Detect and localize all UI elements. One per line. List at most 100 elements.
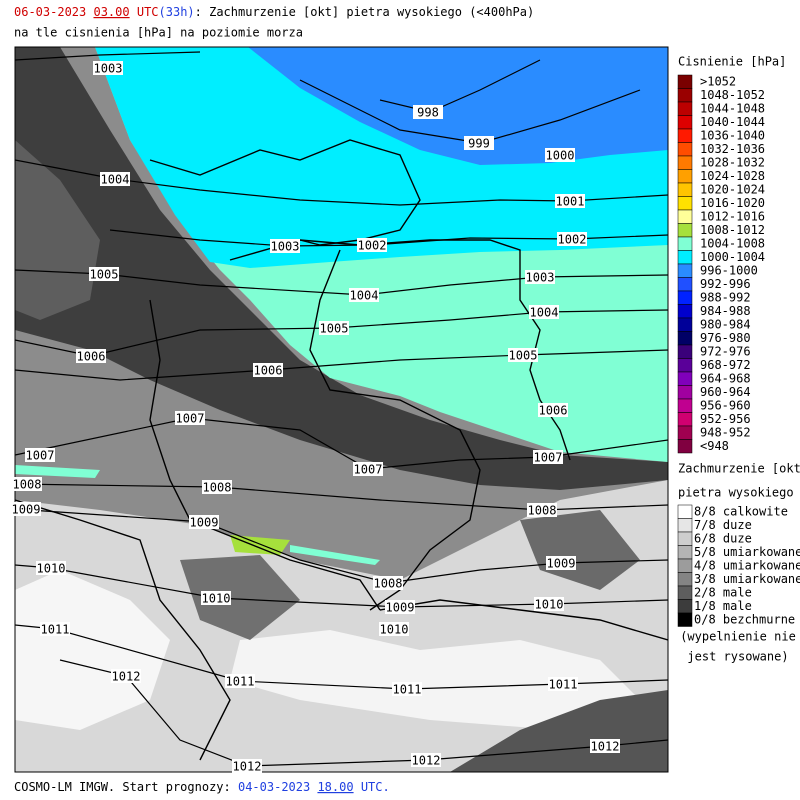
pressure-fill xyxy=(248,47,668,165)
legend-swatch xyxy=(677,518,693,533)
isobar-label: 1008 xyxy=(374,577,403,591)
isobar-label-box xyxy=(232,759,262,773)
pressure-legend: Cisnienie [hPa] >10521048-10521044-10481… xyxy=(677,55,786,454)
isobar-label: 1010 xyxy=(202,592,231,606)
legend-label: 956-960 xyxy=(700,399,751,413)
legend-swatch xyxy=(677,128,693,143)
legend-label: 988-992 xyxy=(700,291,751,305)
isobar-label-box xyxy=(93,61,123,75)
isobar-label: 1012 xyxy=(591,740,620,754)
isobar-label-box xyxy=(508,348,538,362)
isobar-label: 1012 xyxy=(112,670,141,684)
legend-label: 1008-1012 xyxy=(700,223,765,237)
legend-swatch xyxy=(677,531,693,546)
legend-label: 1044-1048 xyxy=(700,102,765,116)
legend-label: 7/8 duze xyxy=(694,518,752,532)
legend-title: Cisnienie [hPa] xyxy=(678,55,786,69)
isobar-label-box xyxy=(529,305,559,319)
legend-swatch xyxy=(677,439,693,454)
isobar-label-box xyxy=(527,503,557,517)
pressure-fill xyxy=(290,545,380,565)
legend-label: 964-968 xyxy=(700,372,751,386)
legend-swatch xyxy=(677,182,693,197)
legend-swatch xyxy=(677,304,693,319)
isobar-label-box xyxy=(353,462,383,476)
isobar-label: 1005 xyxy=(90,268,119,282)
legend-label: 3/8 umiarkowane xyxy=(694,572,800,586)
legend-label: 0/8 bezchmurne xyxy=(694,613,795,627)
isobar-label-box xyxy=(111,669,141,683)
border xyxy=(149,139,421,246)
isobar-label: 999 xyxy=(468,137,490,151)
isobar-label: 1007 xyxy=(176,412,205,426)
isobar-label-box xyxy=(201,591,231,605)
isobar-label: 1009 xyxy=(12,503,41,517)
legend-swatch xyxy=(677,88,693,103)
isobar-label-box xyxy=(373,576,403,590)
legend-label: 972-976 xyxy=(700,345,751,359)
legend-swatch xyxy=(677,585,693,600)
legend-swatch xyxy=(677,277,693,292)
legend-swatch xyxy=(677,196,693,211)
isobar-label-box xyxy=(545,148,575,162)
legend-subtitle: pietra wysokiego xyxy=(678,486,794,500)
cloud-fill xyxy=(15,570,170,730)
legend-label: <948 xyxy=(700,439,729,453)
isobar-label: 1010 xyxy=(37,562,66,576)
isobar-label: 1002 xyxy=(358,239,387,253)
isobar-label: 1004 xyxy=(350,289,379,303)
isobar-label: 1005 xyxy=(320,322,349,336)
isobar-label: 1007 xyxy=(534,451,563,465)
isobar-label-box xyxy=(590,739,620,753)
legend-swatch xyxy=(677,169,693,184)
isobar-label: 1009 xyxy=(386,601,415,615)
legend-swatch xyxy=(677,572,693,587)
isobar-label-box xyxy=(175,411,205,425)
isobar-label: 1006 xyxy=(77,350,106,364)
date: 06-03-2023 xyxy=(14,5,86,19)
isobar-label: 1000 xyxy=(546,149,575,163)
legend-label: 976-980 xyxy=(700,331,751,345)
legend-label: 948-952 xyxy=(700,426,751,440)
legend-swatch xyxy=(677,558,693,573)
isobar-label: 1010 xyxy=(535,598,564,612)
start-hour: 18.00 xyxy=(317,780,353,794)
legend-label: 1016-1020 xyxy=(700,196,765,210)
header-line: 06-03-2023 03.00 UTC(33h): Zachmurzenie … xyxy=(14,5,534,19)
legend-swatch xyxy=(677,223,693,238)
legend-swatch xyxy=(677,290,693,305)
isobar-label: 1011 xyxy=(393,683,422,697)
isobar-label: 1011 xyxy=(41,623,70,637)
legend-label: 1024-1028 xyxy=(700,169,765,183)
legend-label: 1012-1016 xyxy=(700,210,765,224)
legend-swatch xyxy=(677,209,693,224)
lead: (33h) xyxy=(159,5,195,19)
isobar-label-box xyxy=(385,600,415,614)
legend-label: 1040-1044 xyxy=(700,115,765,129)
isobar-label-box xyxy=(413,105,443,119)
legend-swatch xyxy=(677,155,693,170)
legend-label: 992-996 xyxy=(700,277,751,291)
isobar-label-box xyxy=(12,477,42,491)
legend-label: 2/8 male xyxy=(694,586,752,600)
legend-title: Zachmurzenie [okt] xyxy=(678,462,800,476)
isobar-label-box xyxy=(546,556,576,570)
legend-swatch xyxy=(677,412,693,427)
isobar-label: 1009 xyxy=(547,557,576,571)
legend-swatch xyxy=(677,331,693,346)
isobar xyxy=(15,349,668,381)
isobar-label-box xyxy=(319,321,349,335)
legend-note: (wypelnienie nie xyxy=(680,630,796,644)
isobar-label: 1009 xyxy=(190,516,219,530)
cloud-fill xyxy=(230,630,640,730)
isobar-label-box xyxy=(40,622,70,636)
isobar-label-box xyxy=(379,622,409,636)
isobar-label-box xyxy=(253,363,283,377)
isobar-label-box xyxy=(76,349,106,363)
isobar-label-box xyxy=(525,270,555,284)
legend-swatch xyxy=(677,371,693,386)
legend-label: 4/8 umiarkowane xyxy=(694,559,800,573)
isobar-label-box xyxy=(349,288,379,302)
isobar-label: 1003 xyxy=(94,62,123,76)
isobar-label-box xyxy=(225,674,255,688)
